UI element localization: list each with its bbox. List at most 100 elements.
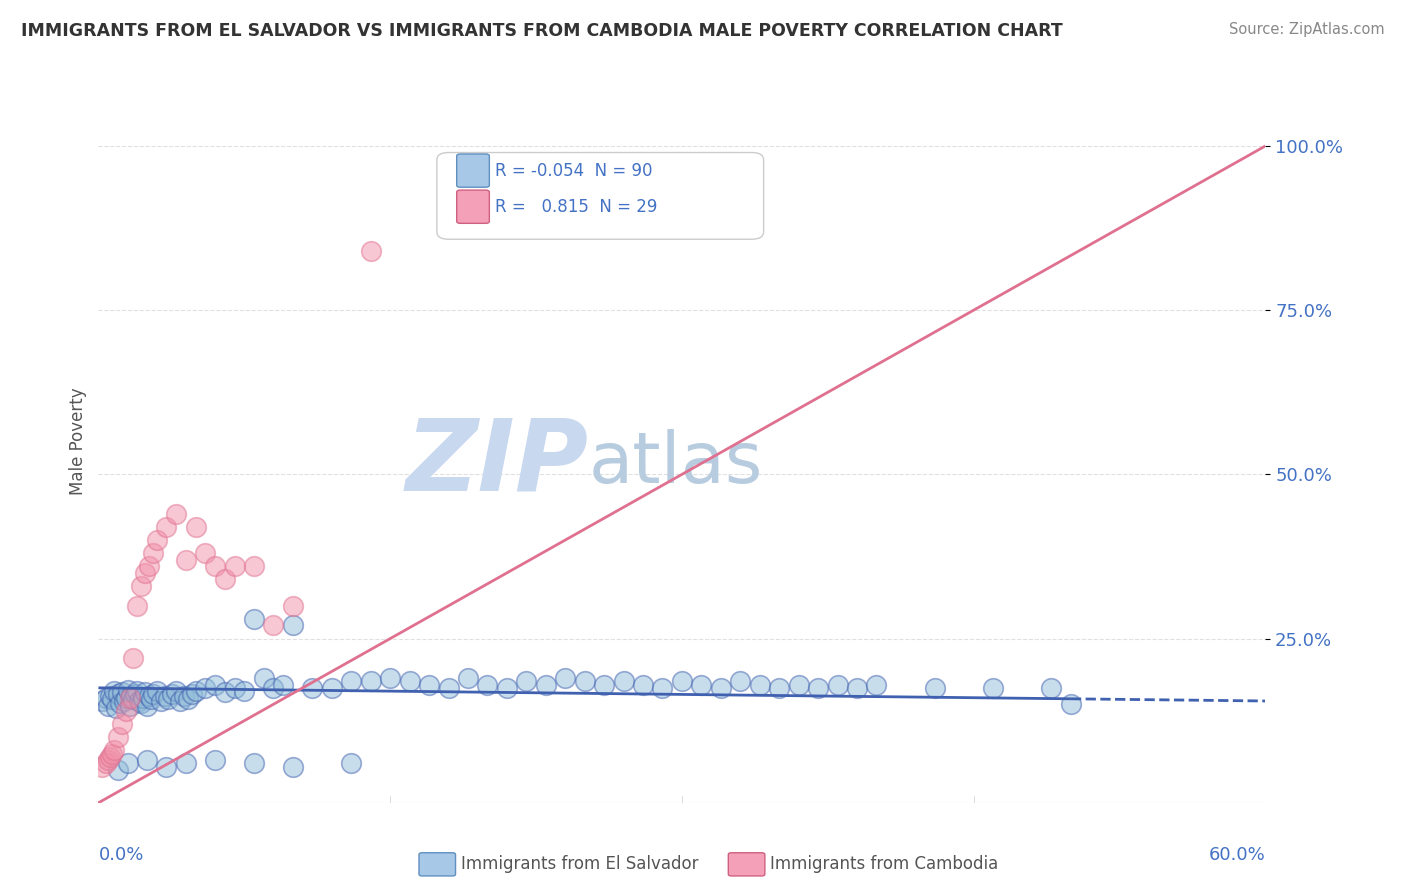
Point (1060, 698, 1083, 712)
Point (748, 677, 770, 691)
Point (613, 674, 636, 689)
Point (174, 553, 197, 567)
Point (104, 700, 127, 714)
Point (111, 717, 134, 731)
Point (243, 559, 266, 574)
Point (214, 573, 236, 587)
Point (224, 681, 246, 695)
Point (398, 674, 420, 689)
Point (360, 674, 382, 689)
Point (180, 687, 202, 701)
Point (153, 690, 176, 704)
Point (101, 747, 124, 761)
Point (204, 559, 226, 574)
Point (204, 753, 226, 767)
Point (360, 244, 382, 258)
Point (710, 681, 733, 695)
Point (981, 681, 1004, 695)
Point (253, 671, 276, 685)
FancyBboxPatch shape (437, 153, 763, 239)
Point (690, 677, 713, 691)
Text: R =   0.815  N = 29: R = 0.815 N = 29 (495, 198, 658, 216)
Point (138, 559, 160, 574)
Point (827, 677, 849, 691)
Point (165, 507, 187, 521)
Point (122, 651, 145, 665)
Point (97, 698, 120, 713)
Point (340, 674, 363, 689)
Y-axis label: Male Poverty: Male Poverty (69, 388, 87, 495)
Point (262, 618, 284, 632)
Point (534, 677, 557, 691)
Point (437, 681, 460, 695)
Point (807, 681, 830, 695)
Point (631, 677, 654, 691)
Point (281, 599, 304, 613)
Point (146, 684, 169, 698)
Point (184, 684, 207, 698)
Point (114, 690, 136, 705)
Point (194, 681, 217, 695)
Point (103, 743, 125, 757)
Point (184, 520, 207, 534)
Point (281, 618, 304, 632)
Point (321, 681, 343, 695)
Point (418, 677, 440, 691)
Point (846, 681, 869, 695)
Point (496, 681, 519, 695)
Point (204, 677, 226, 691)
Point (194, 546, 217, 560)
Point (107, 730, 129, 744)
Point (124, 687, 146, 701)
Point (865, 677, 887, 691)
Point (122, 692, 145, 706)
Point (142, 687, 165, 701)
Point (224, 559, 246, 574)
Point (132, 690, 155, 705)
Point (380, 671, 402, 685)
Point (243, 612, 266, 626)
Point (108, 696, 131, 710)
FancyBboxPatch shape (457, 190, 489, 223)
Point (730, 674, 752, 689)
Point (243, 756, 266, 771)
Point (98, 690, 121, 704)
Text: R = -0.054  N = 90: R = -0.054 N = 90 (495, 161, 652, 179)
Point (301, 681, 323, 695)
Point (155, 520, 177, 534)
Point (169, 694, 191, 708)
Point (128, 694, 150, 708)
Point (117, 682, 139, 697)
FancyBboxPatch shape (457, 154, 489, 187)
Text: Immigrants from Cambodia: Immigrants from Cambodia (770, 855, 998, 873)
Point (671, 674, 693, 689)
Point (174, 756, 197, 771)
Point (165, 684, 187, 698)
Text: atlas: atlas (589, 429, 763, 498)
Point (112, 694, 135, 708)
Point (1040, 681, 1063, 695)
Text: Source: ZipAtlas.com: Source: ZipAtlas.com (1229, 22, 1385, 37)
Point (118, 690, 141, 705)
Point (136, 698, 159, 713)
Point (118, 698, 141, 713)
Point (924, 681, 946, 695)
Point (593, 677, 616, 691)
Point (173, 690, 195, 704)
Text: IMMIGRANTS FROM EL SALVADOR VS IMMIGRANTS FROM CAMBODIA MALE POVERTY CORRELATION: IMMIGRANTS FROM EL SALVADOR VS IMMIGRANT… (21, 22, 1063, 40)
Point (129, 696, 152, 710)
Point (107, 687, 129, 701)
Point (233, 684, 256, 698)
Point (127, 599, 149, 613)
Point (281, 760, 304, 774)
Point (214, 685, 236, 699)
Point (787, 677, 810, 691)
Text: Immigrants from El Salvador: Immigrants from El Salvador (461, 855, 699, 873)
Point (457, 671, 479, 685)
Point (114, 704, 136, 718)
Point (162, 687, 184, 701)
Point (138, 690, 160, 704)
Point (96, 756, 118, 771)
Point (155, 760, 177, 774)
Point (139, 692, 162, 706)
